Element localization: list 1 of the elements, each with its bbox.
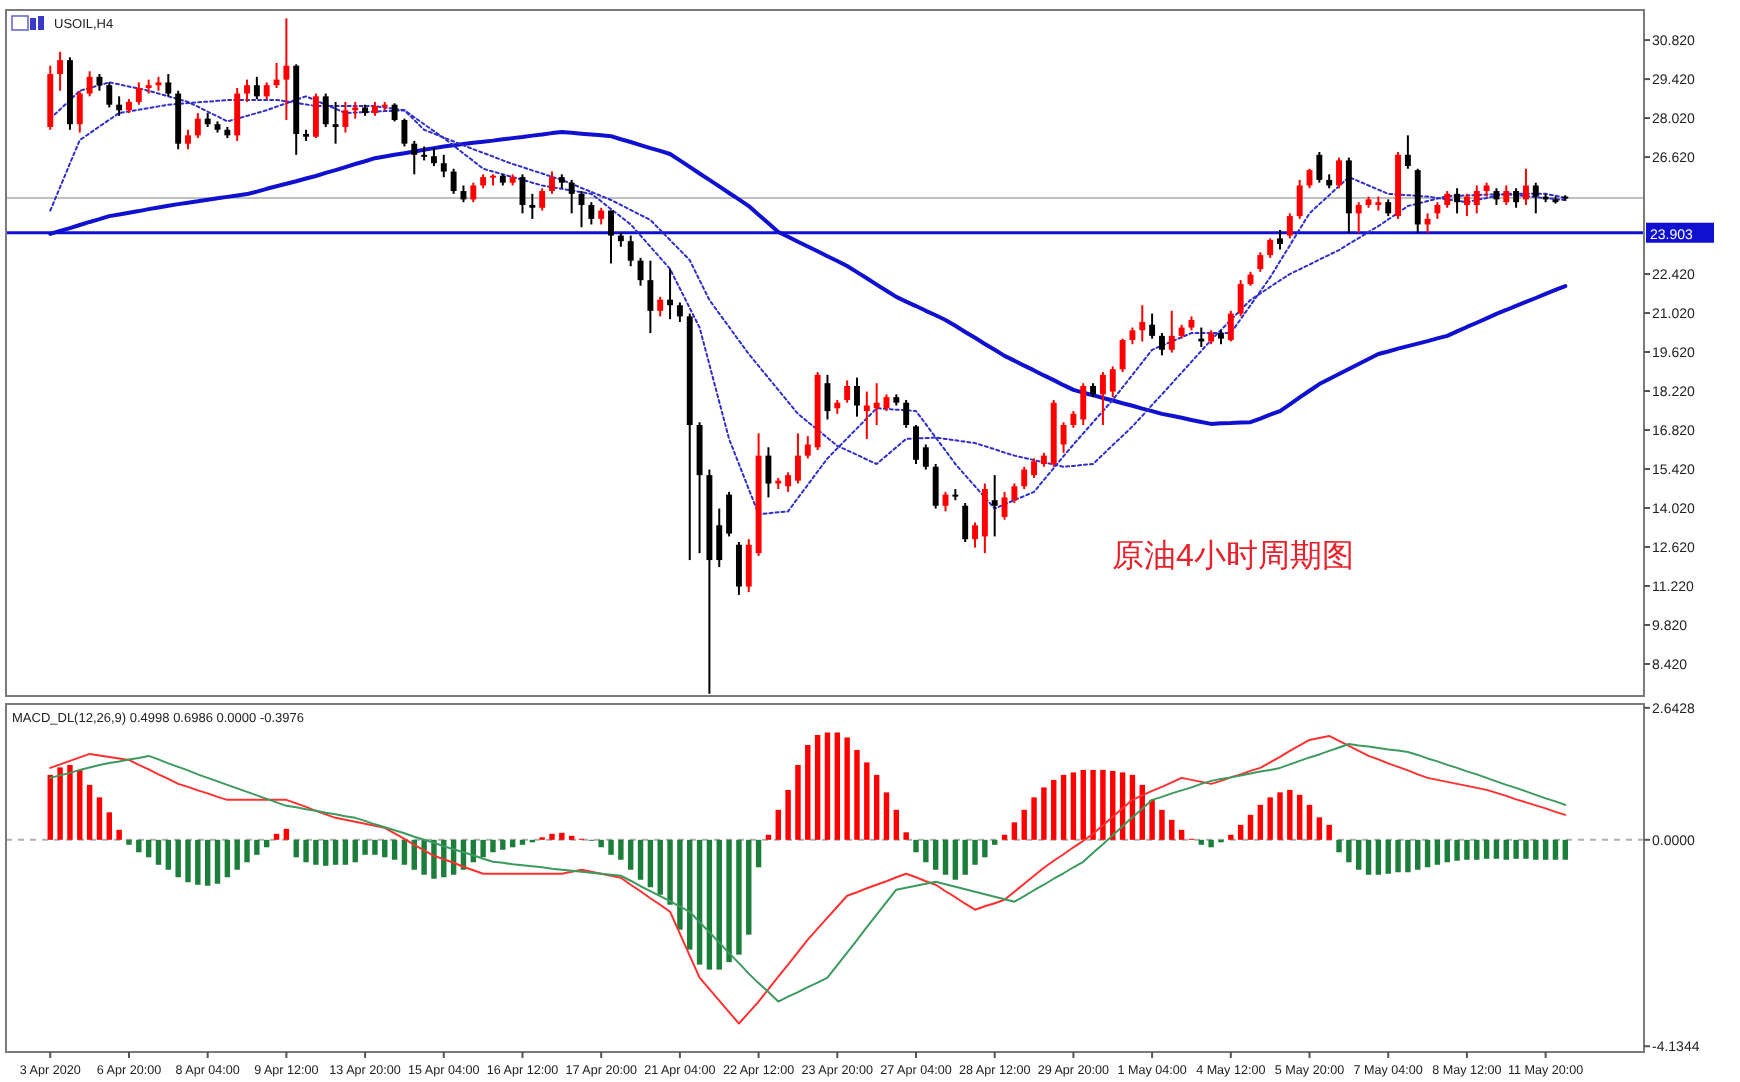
annotation: 原油4小时周期图: [1112, 538, 1354, 574]
